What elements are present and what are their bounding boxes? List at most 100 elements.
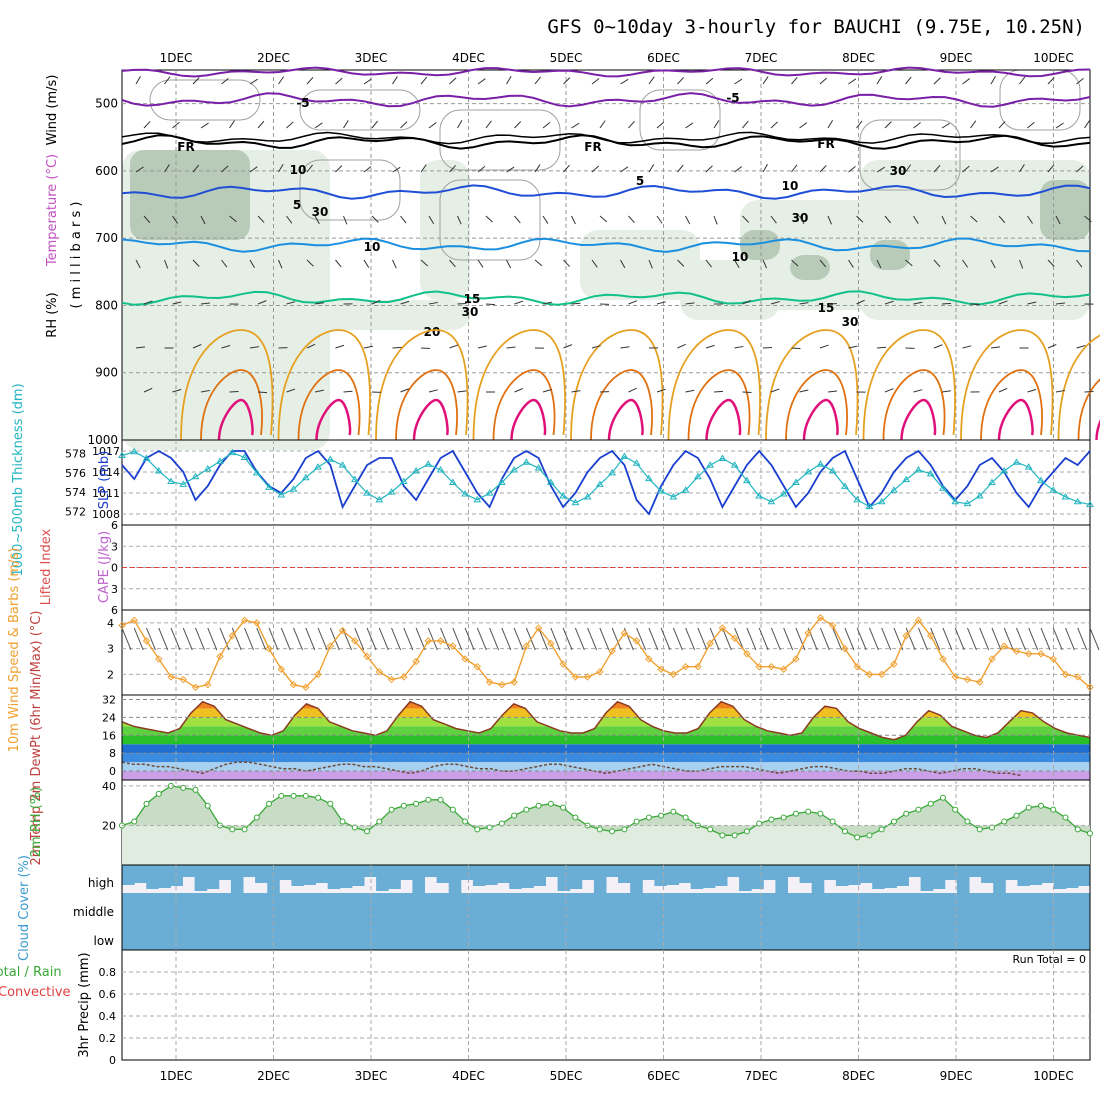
- wind-barb: [172, 121, 180, 129]
- thickness-point: [939, 484, 947, 491]
- rh-point: [560, 804, 567, 811]
- wind-barb: [200, 302, 211, 305]
- wind-barb: [143, 121, 151, 129]
- temp-contour-lower: [472, 329, 566, 441]
- surface-wind-barb: [917, 627, 928, 651]
- wind-barb: [876, 259, 882, 269]
- date-label-bottom: 6DEC: [647, 1069, 680, 1083]
- thickness-point: [804, 467, 813, 475]
- cloud-high-bar: [545, 865, 559, 877]
- temp-contour-lower: [785, 369, 848, 441]
- surface-wind-barb: [954, 627, 965, 651]
- cloud-high-bar: [1053, 865, 1067, 889]
- wind-barb: [257, 215, 265, 223]
- wind-barb: [685, 389, 695, 393]
- axis-label-cloud: Cloud Cover (%): [17, 855, 32, 961]
- wind-barb: [762, 259, 768, 269]
- thickness-point: [828, 466, 837, 474]
- temp-band: [122, 744, 1090, 754]
- wind-barb: [164, 164, 170, 173]
- wind-barb: [905, 259, 913, 267]
- cloud-mid-low: [122, 893, 1090, 950]
- wind-speed-point: [927, 632, 935, 640]
- wind-barb: [913, 389, 923, 393]
- rh-point: [1025, 804, 1032, 811]
- surface-wind-barb: [476, 627, 487, 651]
- cloud-high-bar: [775, 865, 788, 894]
- isotherm-5: [121, 184, 1091, 200]
- cloud-high-bar: [351, 865, 365, 886]
- chart-title: GFS 0~10day 3-hourly for BAUCHI (9.75E, …: [547, 16, 1085, 38]
- surface-wind-barb: [905, 627, 916, 651]
- rh-point: [204, 802, 211, 809]
- rh-shade-blob: [580, 230, 700, 300]
- date-label-top: 9DEC: [940, 51, 973, 65]
- rh-point: [915, 806, 922, 813]
- contour-label: 10: [732, 250, 749, 264]
- wind-barb: [599, 215, 608, 223]
- thickness-point: [645, 474, 653, 482]
- thickness-point: [767, 497, 776, 505]
- temp-band: [122, 735, 1090, 745]
- wind-barb: [343, 390, 353, 393]
- wind-speed-point: [1025, 650, 1033, 658]
- wind-barb: [791, 164, 798, 173]
- wind-barb: [1047, 259, 1055, 267]
- wind-barb: [685, 122, 694, 129]
- thickness-tick-label: 574: [65, 486, 86, 499]
- wind-barb: [591, 345, 601, 349]
- cloud-high-bar: [134, 865, 147, 883]
- rh-point: [621, 826, 628, 833]
- thickness-point: [485, 489, 494, 496]
- axis-label-thickness: 1000~500mb Thickness (dm): [11, 383, 26, 576]
- wind-barb: [591, 259, 598, 268]
- thickness-point: [865, 502, 874, 510]
- temp-contour-lower: [1095, 419, 1100, 441]
- wind-speed-point: [877, 670, 886, 679]
- precip-tick-label: 0.8: [99, 966, 117, 979]
- wind-barb: [449, 259, 456, 268]
- rh-shade-dark: [740, 230, 780, 260]
- rh-contour: [439, 109, 561, 171]
- wind-barb: [221, 345, 231, 349]
- contour-label: 30: [312, 205, 329, 219]
- wind-barb: [135, 166, 144, 173]
- thickness-point: [461, 490, 469, 497]
- thickness-point: [657, 487, 666, 494]
- cloud-high-bar: [521, 865, 534, 888]
- wind-barb: [1055, 215, 1061, 225]
- surface-wind-barb: [256, 627, 267, 651]
- rh-point: [376, 818, 383, 825]
- cloud-high-bar: [303, 865, 317, 885]
- rh-point: [339, 818, 346, 825]
- date-label-top: 6DEC: [647, 51, 680, 65]
- wind-barb: [563, 164, 570, 173]
- wind-barb: [962, 259, 969, 268]
- wind-barb: [477, 345, 487, 349]
- wind-barb: [400, 121, 408, 129]
- wind-barb: [998, 121, 1006, 129]
- wind-speed-point: [828, 621, 837, 630]
- wind-barb: [962, 165, 970, 173]
- wind-barb: [172, 388, 182, 393]
- thickness-point: [1000, 466, 1009, 474]
- cloud-high-bar: [122, 865, 135, 885]
- wind-barb: [571, 215, 576, 225]
- temp-contour-lower: [492, 369, 556, 441]
- rh-point: [351, 824, 358, 831]
- wind-barb: [542, 121, 551, 129]
- cloud-high-bar: [932, 865, 946, 889]
- cloud-high-bar: [920, 865, 934, 891]
- thickness-point: [1024, 463, 1033, 470]
- temp-contour-lower: [862, 329, 956, 441]
- wind-speed-point: [142, 637, 151, 645]
- temp-band: [122, 753, 1090, 763]
- cloud-high-bar: [412, 865, 425, 894]
- thickness-point: [718, 454, 727, 461]
- contour-label: 10: [290, 163, 307, 177]
- wind-speed-point: [681, 662, 690, 671]
- thickness-point: [203, 465, 212, 472]
- wind-barb: [1055, 389, 1065, 393]
- wind-barb: [856, 120, 863, 129]
- wind-barb: [876, 166, 885, 173]
